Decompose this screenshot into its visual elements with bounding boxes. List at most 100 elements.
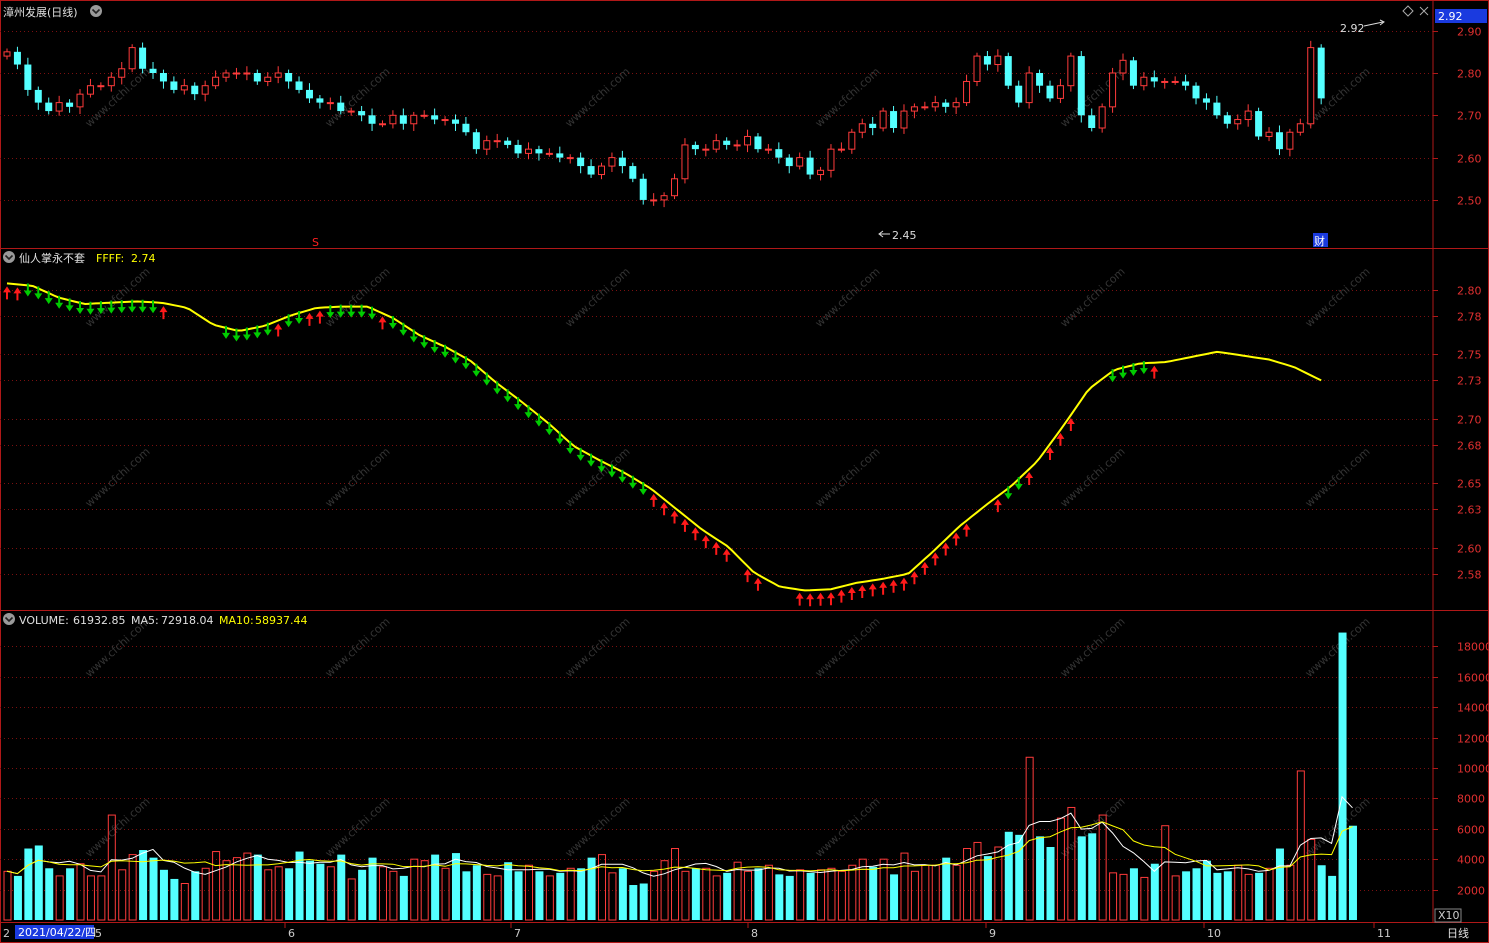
watermark-text: www.cfchi.com [323, 615, 393, 680]
price-axis-ticks: 2.50 2.60 2.70 2.80 2.90 [1433, 26, 1482, 208]
up-arrow-icon [378, 316, 387, 330]
volume-bar [431, 854, 440, 920]
candle-body [347, 110, 355, 113]
candle-body [389, 114, 397, 125]
up-arrow-icon [722, 548, 731, 562]
up-arrow-icon [1046, 447, 1054, 461]
volume-bar [368, 857, 377, 920]
diamond-icon[interactable] [1402, 5, 1414, 17]
month-label: 6 [288, 927, 295, 940]
low-label: 2.45 [892, 229, 917, 242]
candle-body [514, 144, 522, 154]
candle-body [1015, 85, 1023, 103]
volume-bar [201, 867, 210, 921]
collapse-icon[interactable] [90, 5, 102, 17]
down-arrow-icon [357, 304, 366, 318]
volume-bar [858, 858, 867, 921]
candle-body [618, 157, 626, 167]
volume-bar [212, 851, 221, 921]
candle-body [723, 140, 731, 145]
volume-bar [671, 848, 680, 921]
candle-body [1129, 60, 1137, 86]
volume-bar [389, 870, 398, 921]
down-arrow-icon [44, 291, 53, 305]
up-arrow-icon [931, 552, 940, 566]
candle-body [1275, 132, 1283, 150]
candle-body [410, 114, 418, 125]
down-arrow-icon [284, 314, 293, 328]
volume-bar [1223, 871, 1232, 920]
candle-body [107, 76, 115, 87]
volume-bar [1129, 868, 1138, 920]
candle-body [3, 51, 11, 57]
date-badge[interactable]: 2021/04/22/四 [18, 926, 96, 939]
up-arrow-icon [899, 577, 908, 591]
down-arrow-icon [493, 381, 502, 395]
finance-marker-box [1313, 233, 1328, 247]
candle-body [441, 119, 449, 122]
volume-ma-lines [6, 795, 1353, 877]
candle-body [1119, 59, 1127, 74]
volume-bar [1015, 834, 1024, 920]
candle-body [994, 55, 1002, 66]
up-arrow-icon [753, 577, 762, 591]
down-arrow-icon [242, 327, 251, 341]
indicator-tick-label: 2.73 [1457, 375, 1482, 388]
candle-body [1025, 72, 1033, 104]
candle-body [97, 85, 105, 88]
down-arrow-icon [555, 431, 564, 445]
candle-body [483, 140, 491, 150]
finance-marker[interactable]: 财 [1313, 233, 1328, 248]
up-arrow-icon [691, 527, 700, 541]
candle-body [566, 157, 574, 160]
down-arrow-icon [430, 340, 439, 354]
period-label[interactable]: 日线 [1447, 926, 1469, 940]
volume-bar [128, 854, 137, 921]
watermark-text: www.cfchi.com [813, 265, 883, 330]
sell-marker[interactable]: S [312, 236, 319, 249]
candle-body [243, 72, 251, 75]
candle-body [118, 68, 126, 78]
ma10-value: 58937.44 [255, 614, 308, 627]
collapse-icon[interactable] [3, 251, 15, 263]
chevron-down-icon [4, 616, 14, 623]
volume-bar [691, 868, 700, 920]
candle-body [86, 85, 94, 95]
watermark-text: www.cfchi.com [813, 795, 883, 860]
candle-body [55, 102, 63, 112]
down-arrow-icon [514, 397, 523, 411]
volume-tick-label: 18000 [1457, 641, 1489, 654]
ma10-label: MA10: [219, 614, 254, 627]
candle-body [212, 76, 220, 87]
volume-bar [1192, 868, 1201, 920]
up-arrow-icon [1025, 472, 1034, 486]
volume-bar [399, 875, 408, 920]
watermark-text: www.cfchi.com [813, 445, 883, 510]
candle-body [1004, 56, 1012, 86]
volume-bar [1244, 873, 1253, 921]
candle-body [305, 89, 313, 99]
candle-body [639, 178, 647, 200]
down-arrow-icon [128, 299, 137, 313]
scale-label[interactable]: X10 [1438, 909, 1460, 922]
down-arrow-icon [1108, 369, 1117, 383]
volume-bar [107, 814, 116, 921]
price-tick-label: 2.70 [1457, 110, 1482, 123]
candle-body [837, 148, 845, 151]
volume-bar [34, 845, 43, 920]
candle-body [1213, 102, 1221, 116]
collapse-icon[interactable] [3, 613, 15, 625]
high-label: 2.92 [1340, 22, 1365, 35]
down-arrow-icon [96, 301, 105, 315]
candle-body [1056, 85, 1064, 99]
volume-bar [827, 867, 836, 921]
up-arrow-icon [680, 518, 689, 532]
down-arrow-icon [545, 422, 554, 436]
candle-body [660, 195, 668, 201]
volume-tick-label: 14000 [1457, 702, 1489, 715]
up-arrow-icon [1066, 418, 1075, 432]
down-arrow-icon [399, 322, 408, 336]
up-arrow-icon [816, 592, 825, 606]
close-icon[interactable] [1419, 6, 1429, 16]
